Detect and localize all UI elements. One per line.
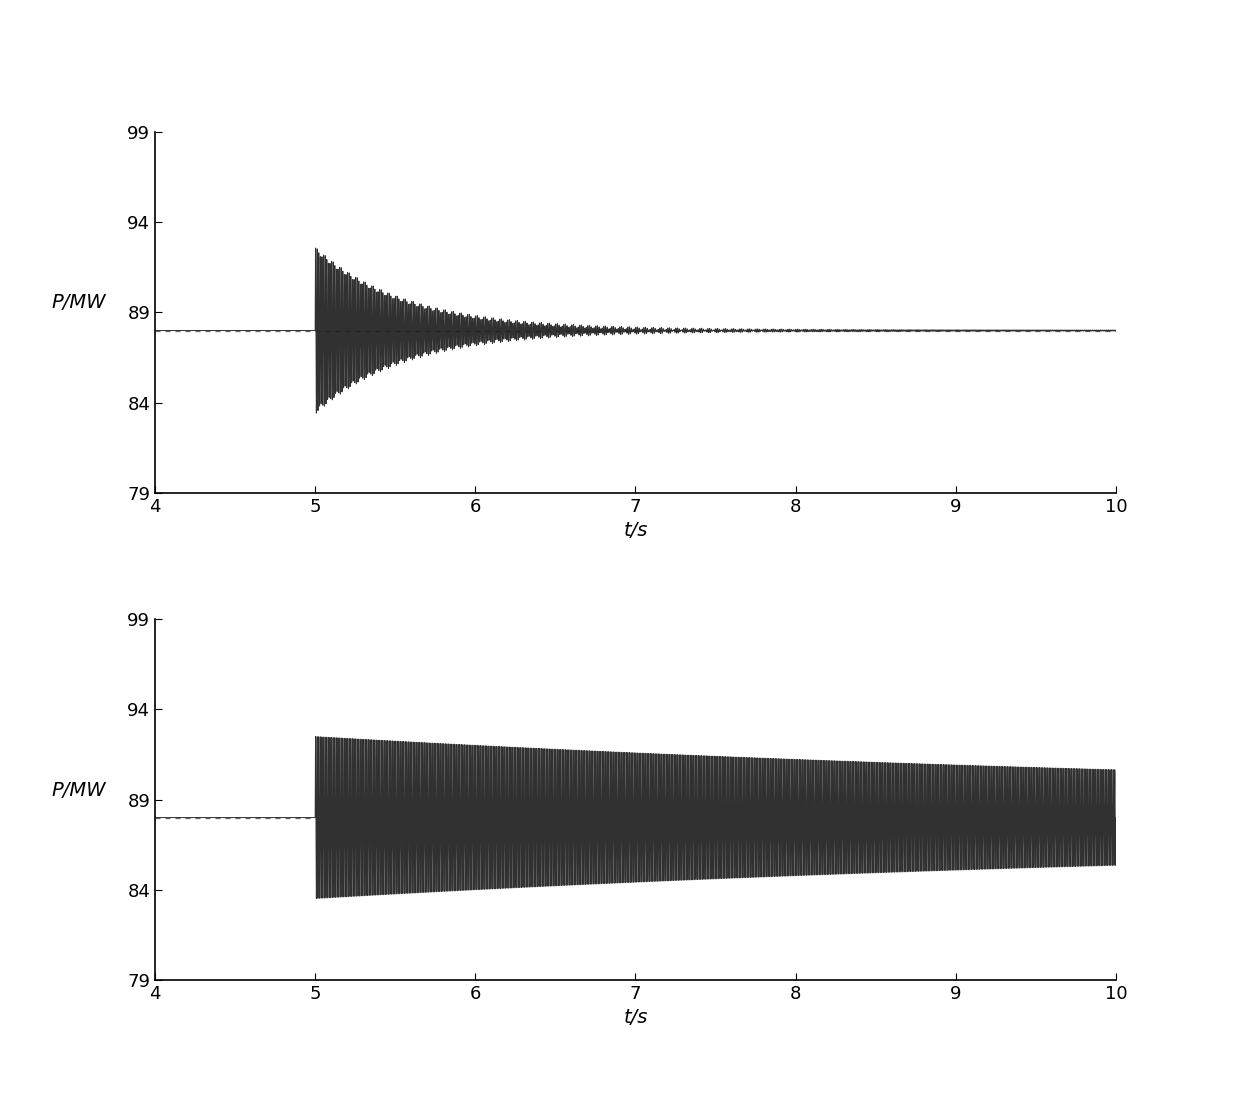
Y-axis label: P/MW: P/MW <box>51 781 105 799</box>
X-axis label: t/s: t/s <box>624 521 647 541</box>
X-axis label: t/s: t/s <box>624 1009 647 1027</box>
Y-axis label: P/MW: P/MW <box>51 294 105 313</box>
